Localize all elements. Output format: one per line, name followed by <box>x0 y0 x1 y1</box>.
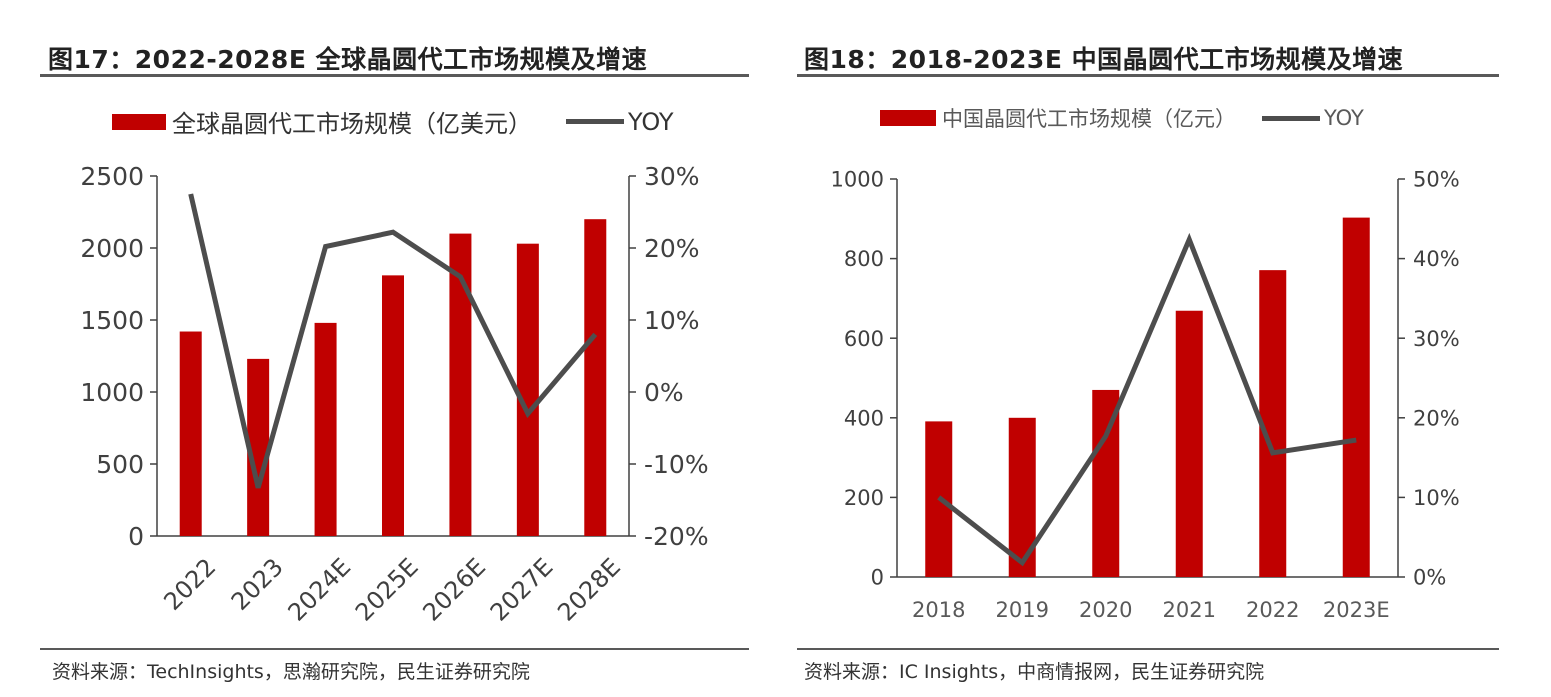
legend-line-swatch <box>1262 115 1320 121</box>
right-axis-tick-label: 10% <box>1413 486 1460 510</box>
chart-title: 图18：2018-2023E 中国晶圆代工市场规模及增速 <box>804 45 1404 74</box>
right-axis-tick-label: 30% <box>644 162 700 191</box>
bar-2023 <box>247 358 270 536</box>
bar-2021 <box>1175 310 1203 577</box>
right-axis-tick-label: 20% <box>644 234 700 263</box>
left-axis-tick-label: 400 <box>844 406 884 430</box>
chart-legend: 中国晶圆代工市场规模（亿元） YOY <box>880 103 1364 133</box>
x-tick-label: 2028E <box>552 553 626 627</box>
legend-bar-swatch <box>112 113 166 130</box>
bar-2022 <box>179 331 202 536</box>
legend-line-swatch <box>566 119 624 124</box>
left-axis-tick-label: 1500 <box>80 306 144 335</box>
chart-plot: 0 -20% 500 -10% 1000 0% 1500 10% 2000 20% 2500 30% 2… <box>80 162 709 627</box>
bar-2028E <box>584 219 607 536</box>
source-divider <box>797 648 1499 650</box>
bar-2026E <box>449 233 472 536</box>
x-tick-label: 2020 <box>1079 598 1132 622</box>
right-axis-tick-label: -10% <box>644 450 709 479</box>
left-axis-tick-label: 600 <box>844 327 884 351</box>
chart-legend: 全球晶圆代工市场规模（亿美元） YOY <box>112 104 674 139</box>
right-axis-tick-label: 20% <box>1413 406 1460 430</box>
x-tick-label: 2022 <box>158 553 221 616</box>
x-tick-label: 2019 <box>996 598 1049 622</box>
x-tick-label: 2025E <box>350 553 424 627</box>
left-axis-tick-label: 2500 <box>80 162 144 191</box>
right-axis-tick-label: 40% <box>1413 247 1460 271</box>
yoy-line <box>937 232 1357 567</box>
x-tick-label: 2027E <box>485 553 559 627</box>
x-tick-label: 2021 <box>1163 598 1216 622</box>
source-note: 资料来源：TechInsights，思瀚研究院，民生证券研究院 <box>52 661 530 683</box>
x-tick-label: 2018 <box>912 598 965 622</box>
chart-title: 图17：2022-2028E 全球晶圆代工市场规模及增速 <box>48 45 648 74</box>
right-axis-tick-label: -20% <box>644 522 709 551</box>
bar-2023E <box>1342 217 1370 577</box>
right-axis-tick-label: 30% <box>1413 327 1460 351</box>
right-axis-tick-label: 0% <box>644 378 684 407</box>
source-note: 资料来源：IC Insights，中商情报网，民生证券研究院 <box>804 661 1265 683</box>
right-axis-tick-label: 50% <box>1413 168 1460 192</box>
left-axis-tick-label: 800 <box>844 247 884 271</box>
x-tick-label: 2023 <box>226 553 289 616</box>
right-axis-tick-label: 0% <box>1413 566 1446 590</box>
source-divider <box>40 648 749 650</box>
legend-bar-label: 全球晶圆代工市场规模（亿美元） <box>172 110 532 138</box>
left-axis-tick-label: 1000 <box>831 168 884 192</box>
chart-panel-china: 图18：2018-2023E 中国晶圆代工市场规模及增速 中国晶圆代工市场规模（… <box>790 0 1551 697</box>
bar-2024E <box>314 322 337 536</box>
x-tick-label: 2023E <box>1323 598 1390 622</box>
legend-line-label: YOY <box>628 107 674 136</box>
legend-line-label: YOY <box>1324 106 1364 130</box>
right-axis-tick-label: 10% <box>644 306 700 335</box>
chart-plot: 0 0% 200 10% 400 20% 600 30% 800 40% 1000 50% 2018 20… <box>831 168 1460 622</box>
left-axis-tick-label: 500 <box>96 450 144 479</box>
left-axis-tick-label: 200 <box>844 486 884 510</box>
bar-2025E <box>382 275 404 536</box>
legend-bar-label: 中国晶圆代工市场规模（亿元） <box>942 107 1236 131</box>
chart-panel-global: 图17：2022-2028E 全球晶圆代工市场规模及增速 全球晶圆代工市场规模（… <box>0 0 760 697</box>
x-tick-label: 2022 <box>1246 598 1299 622</box>
legend-bar-swatch <box>880 110 936 126</box>
bar-2027E <box>516 243 539 536</box>
left-axis-tick-label: 1000 <box>80 378 144 407</box>
left-axis-tick-label: 2000 <box>80 234 144 263</box>
title-divider <box>797 74 1499 77</box>
x-tick-label: 2024E <box>283 553 357 627</box>
left-axis-tick-label: 0 <box>871 566 884 590</box>
title-divider <box>40 74 749 77</box>
x-tick-label: 2026E <box>417 553 491 627</box>
left-axis-tick-label: 0 <box>128 522 144 551</box>
